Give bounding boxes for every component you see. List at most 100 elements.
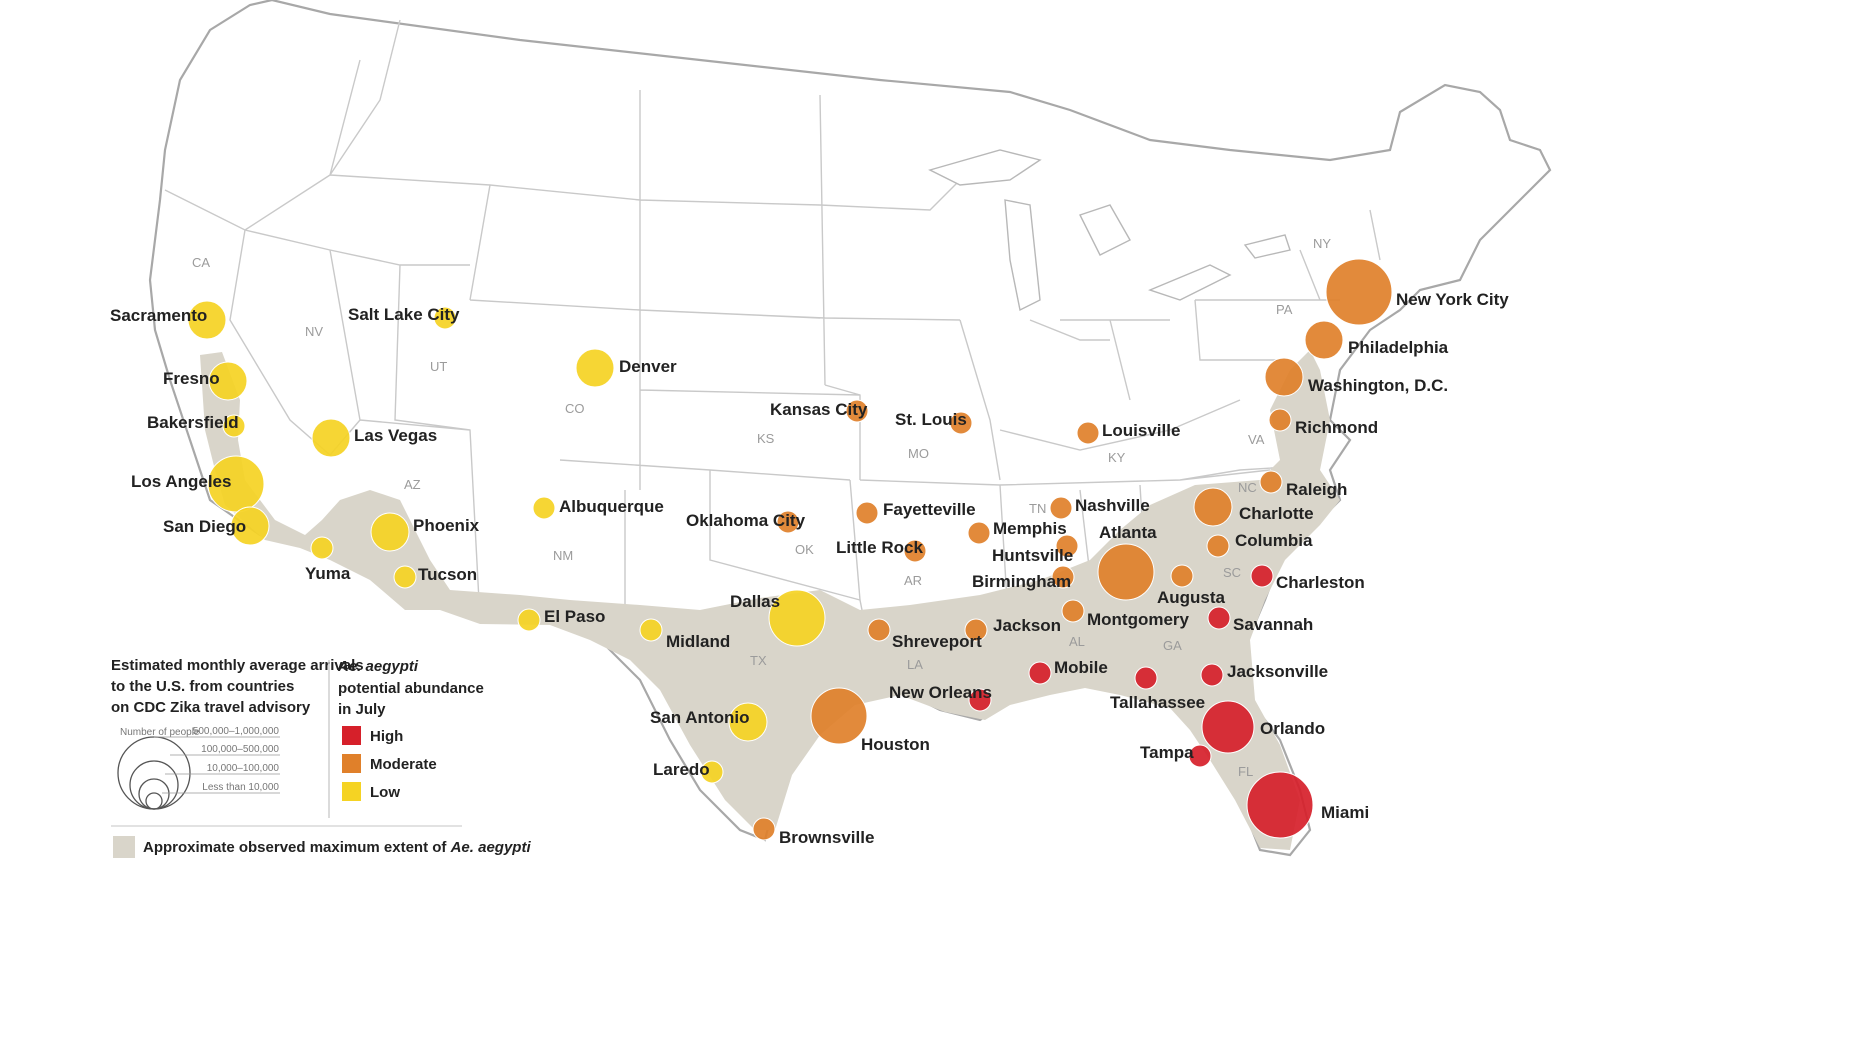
city-label: El Paso — [544, 607, 605, 626]
state-label-mo: MO — [908, 446, 929, 461]
city-label: Jackson — [993, 616, 1061, 635]
city-marker-charleston[interactable] — [1250, 564, 1274, 588]
city-marker-salt-lake-city[interactable] — [433, 306, 457, 330]
city-label: Fayetteville — [883, 500, 976, 519]
state-label-ga: GA — [1163, 638, 1182, 653]
legend-label-extent: Approximate observed maximum extent of A… — [143, 839, 531, 856]
city-marker-oklahoma-city[interactable] — [776, 510, 800, 534]
city-marker-mobile[interactable] — [1028, 661, 1052, 685]
state-label-co: CO — [565, 401, 585, 416]
city-marker-sacramento[interactable] — [187, 300, 227, 340]
city-label: Brownsville — [779, 828, 874, 847]
city-label: St. Louis — [895, 410, 967, 429]
city-marker-jacksonville[interactable] — [1200, 663, 1224, 687]
city-label: Charlotte — [1239, 504, 1314, 523]
city-marker-savannah[interactable] — [1207, 606, 1231, 630]
city-marker-bakersfield[interactable] — [222, 414, 246, 438]
legend-swatch-moderate — [342, 754, 361, 773]
city-marker-charlotte[interactable] — [1193, 487, 1233, 527]
city-marker-tallahassee[interactable] — [1134, 666, 1158, 690]
city-label: Tallahassee — [1110, 693, 1205, 712]
legend-abundance-title-line2: potential abundance — [338, 680, 484, 697]
state-label-va: VA — [1248, 432, 1265, 447]
city-label: Bakersfield — [147, 413, 239, 432]
city-label: Augusta — [1157, 588, 1226, 607]
city-marker-richmond[interactable] — [1268, 408, 1292, 432]
legend-size-ring-small — [145, 792, 163, 810]
city-marker-kansas-city[interactable] — [845, 399, 869, 423]
legend-size-ring-largest — [117, 736, 191, 810]
city-marker-tampa[interactable] — [1188, 744, 1212, 768]
city-marker-jackson[interactable] — [964, 618, 988, 642]
city-label: Salt Lake City — [348, 305, 460, 324]
city-label: Nashville — [1075, 496, 1150, 515]
city-label: Philadelphia — [1348, 338, 1449, 357]
city-marker-dallas[interactable] — [768, 589, 826, 647]
legend-label-low: Low — [370, 784, 400, 801]
city-marker-louisville[interactable] — [1076, 421, 1100, 445]
city-marker-nashville[interactable] — [1049, 496, 1073, 520]
city-label: Denver — [619, 357, 677, 376]
city-marker-brownsville[interactable] — [752, 817, 776, 841]
city-label: Laredo — [653, 760, 710, 779]
state-label-ok: OK — [795, 542, 814, 557]
city-marker-shreveport[interactable] — [867, 618, 891, 642]
city-label: Huntsville — [992, 546, 1073, 565]
city-marker-st-louis[interactable] — [949, 411, 973, 435]
state-label-tn: TN — [1029, 501, 1046, 516]
city-marker-orlando[interactable] — [1201, 700, 1255, 754]
city-marker-new-york-city[interactable] — [1325, 258, 1393, 326]
state-label-nc: NC — [1238, 480, 1257, 495]
city-marker-tucson[interactable] — [393, 565, 417, 589]
city-label: Las Vegas — [354, 426, 437, 445]
city-label: Sacramento — [110, 306, 207, 325]
city-label: Yuma — [305, 564, 351, 583]
state-label-ca: CA — [192, 255, 210, 270]
city-marker-miami[interactable] — [1246, 771, 1314, 839]
state-label-ks: KS — [757, 431, 775, 446]
city-marker-montgomery[interactable] — [1061, 599, 1085, 623]
city-label: Shreveport — [892, 632, 982, 651]
city-marker-yuma[interactable] — [310, 536, 334, 560]
city-marker-raleigh[interactable] — [1259, 470, 1283, 494]
city-marker-atlanta[interactable] — [1097, 543, 1155, 601]
legend-label-moderate: Moderate — [370, 756, 437, 773]
city-label: San Diego — [163, 517, 246, 536]
city-label: Raleigh — [1286, 480, 1347, 499]
city-marker-little-rock[interactable] — [903, 539, 927, 563]
city-label: Fresno — [163, 369, 220, 388]
city-marker-san-antonio[interactable] — [728, 702, 768, 742]
state-label-tx: TX — [750, 653, 767, 668]
city-marker-laredo[interactable] — [700, 760, 724, 784]
city-marker-fayetteville[interactable] — [855, 501, 879, 525]
state-label-nv: NV — [305, 324, 323, 339]
city-marker-washington-dc[interactable] — [1264, 357, 1304, 397]
city-marker-los-angeles[interactable] — [207, 455, 265, 513]
city-marker-el-paso[interactable] — [517, 608, 541, 632]
city-label: Kansas City — [770, 400, 868, 419]
city-marker-phoenix[interactable] — [370, 512, 410, 552]
city-marker-fresno[interactable] — [208, 361, 248, 401]
city-marker-new-orleans[interactable] — [968, 688, 992, 712]
city-marker-albuquerque[interactable] — [532, 496, 556, 520]
city-marker-augusta[interactable] — [1170, 564, 1194, 588]
city-marker-las-vegas[interactable] — [311, 418, 351, 458]
city-marker-memphis[interactable] — [967, 521, 991, 545]
city-marker-birmingham[interactable] — [1051, 565, 1075, 589]
city-marker-denver[interactable] — [575, 348, 615, 388]
city-label: Columbia — [1235, 531, 1313, 550]
city-marker-san-diego[interactable] — [230, 506, 270, 546]
city-label: Phoenix — [413, 516, 480, 535]
city-marker-huntsville[interactable] — [1055, 534, 1079, 558]
legend-arrivals-title-line2: to the U.S. from countries — [111, 678, 294, 695]
city-marker-midland[interactable] — [639, 618, 663, 642]
legend-size-header: Number of people — [120, 727, 200, 738]
city-marker-columbia[interactable] — [1206, 534, 1230, 558]
city-label: Tampa — [1140, 743, 1194, 762]
city-label: Orlando — [1260, 719, 1325, 738]
great-lakes — [928, 149, 1291, 312]
city-marker-philadelphia[interactable] — [1304, 320, 1344, 360]
city-marker-houston[interactable] — [810, 687, 868, 745]
state-label-sc: SC — [1223, 565, 1241, 580]
